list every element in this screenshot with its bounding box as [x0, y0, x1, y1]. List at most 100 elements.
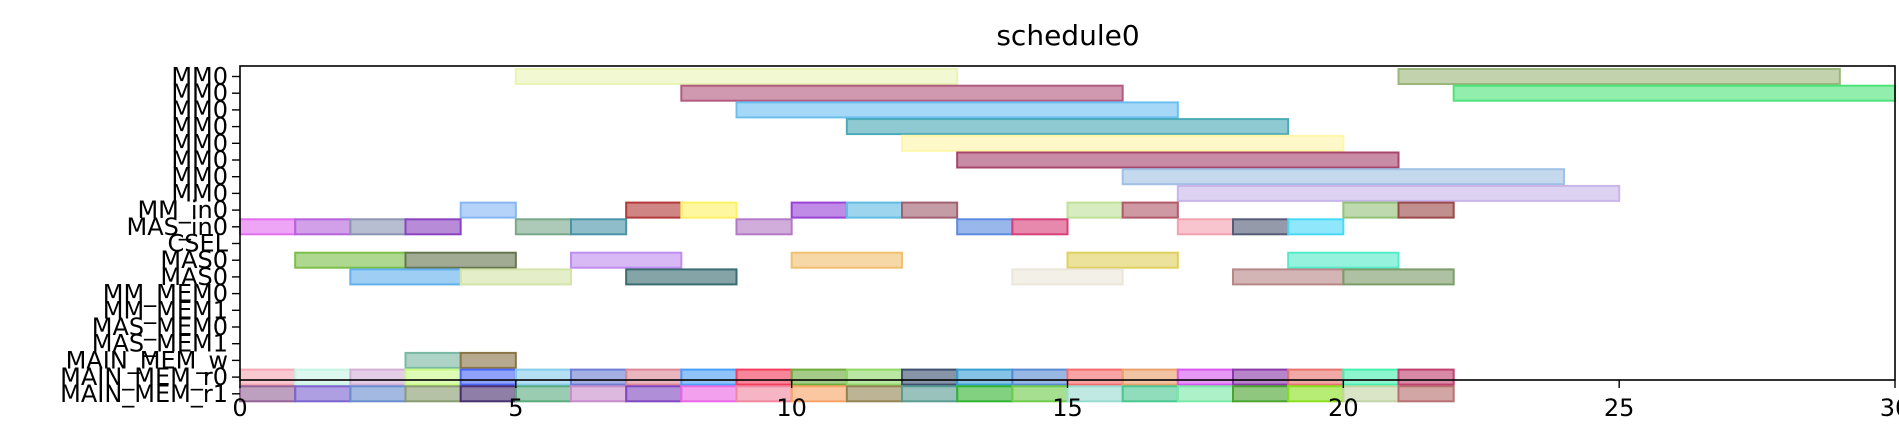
gantt-bar [1232, 218, 1290, 236]
gantt-bar [625, 268, 738, 286]
gantt-bar [239, 368, 297, 386]
gantt-bar [845, 385, 903, 403]
gantt-bar [514, 68, 959, 85]
y-tick-label: MAIN_MEM_r0 [60, 363, 228, 391]
gantt-bar [294, 218, 352, 236]
gantt-bar [1287, 368, 1345, 386]
plot-frame [239, 65, 1896, 381]
y-tick-label: MM0 [171, 179, 228, 207]
gantt-bar [1397, 368, 1455, 386]
y-axis: MM0MM0MM0MM0MM0MM0MM0MM0MM_in0MAS_in0CSE… [60, 63, 240, 408]
gantt-bar [1011, 218, 1069, 236]
gantt-bar [1176, 368, 1235, 386]
gantt-bar [735, 218, 793, 236]
gantt-bar [956, 368, 1014, 386]
x-tick-label: 0 [232, 394, 247, 422]
gantt-bar [349, 268, 462, 286]
gantt-bar [680, 385, 738, 403]
gantt-bar [956, 385, 1014, 403]
gantt-bar [1287, 251, 1400, 269]
gantt-bar [1121, 385, 1179, 403]
gantt-bar [459, 368, 517, 386]
y-tick-label: MAIN_MEM_r1 [60, 380, 228, 408]
x-tick-label: 25 [1604, 394, 1635, 422]
gantt-bar [570, 368, 628, 386]
y-tick-label: MM0 [171, 79, 228, 107]
gantt-bar [459, 268, 572, 286]
gantt-bar [514, 218, 572, 236]
gantt-bar [790, 251, 904, 269]
gantt-bar [404, 368, 462, 386]
chart-title: schedule0 [996, 19, 1139, 52]
gantt-bar [625, 385, 683, 403]
gantt-bar [901, 368, 959, 386]
gantt-bar [680, 201, 738, 219]
y-tick-label: MAS0 [160, 263, 228, 291]
gantt-bar [1397, 68, 1841, 85]
x-tick-label: 15 [1052, 394, 1083, 422]
y-tick-label: MM0 [171, 113, 228, 141]
y-tick-label: MAS_in0 [126, 213, 228, 241]
gantt-bar [625, 368, 683, 386]
gantt-bar [1287, 218, 1345, 236]
gantt-bar [1232, 268, 1345, 286]
gantt-bar [570, 385, 628, 403]
gantt-bar [294, 368, 352, 386]
y-tick-label: MM0 [171, 129, 228, 157]
gantt-bar [956, 151, 1400, 169]
gantt-bar [294, 385, 352, 403]
gantt-bar [1232, 368, 1290, 386]
y-tick-label: MAS_MEM0 [92, 313, 228, 341]
gantt-bar [1011, 268, 1124, 286]
y-tick-label: MM_MEM0 [103, 280, 228, 308]
gantt-bar [1121, 201, 1179, 219]
gantt-bar [514, 385, 572, 403]
gantt-bar [680, 84, 1124, 102]
gantt-bar [1452, 84, 1896, 102]
gantt-bar [349, 368, 407, 386]
y-tick-label: MM0 [171, 146, 228, 174]
gantt-bar [680, 368, 738, 386]
gantt-bar [1397, 201, 1455, 219]
gantt-bar [1342, 201, 1400, 219]
gantt-bar [570, 251, 683, 269]
bars-layer [239, 68, 1896, 403]
gantt-bar [901, 385, 959, 403]
x-tick-label: 10 [776, 394, 807, 422]
gantt-bar [239, 385, 297, 403]
gantt-bar [1176, 385, 1235, 403]
y-tick-label: MM0 [171, 63, 228, 91]
gantt-bar [570, 218, 628, 236]
x-tick-label: 5 [508, 394, 523, 422]
y-tick-label: MM_in0 [137, 196, 228, 224]
gantt-bar [459, 351, 517, 369]
gantt-bar [901, 201, 959, 219]
x-tick-label: 20 [1328, 394, 1359, 422]
gantt-bar [1011, 368, 1069, 386]
gantt-bar [404, 385, 462, 403]
gantt-bar [1232, 385, 1290, 403]
gantt-bar [1176, 184, 1621, 202]
gantt-bar [1121, 168, 1565, 186]
y-tick-label: MM_MEM1 [103, 296, 228, 324]
gantt-bar [349, 218, 407, 236]
gantt-bar [1066, 251, 1179, 269]
gantt-bar [790, 368, 848, 386]
gantt-bar [404, 251, 517, 269]
gantt-bar [625, 201, 683, 219]
gantt-bar [404, 218, 462, 236]
gantt-bar [901, 134, 1345, 152]
gantt-bar [956, 218, 1014, 236]
x-tick-label: 30 [1880, 394, 1899, 422]
gantt-bar [1342, 368, 1400, 386]
gantt-bar [514, 368, 572, 386]
y-tick-label: MAIN_MEM_w [66, 346, 228, 374]
gantt-bar [1066, 201, 1124, 219]
gantt-bar [294, 251, 407, 269]
gantt-bar [1342, 268, 1455, 286]
y-tick-label: MAS0 [160, 246, 228, 274]
gantt-bar [404, 351, 462, 369]
y-tick-label: MM0 [171, 163, 228, 191]
gantt-bar [845, 118, 1290, 136]
